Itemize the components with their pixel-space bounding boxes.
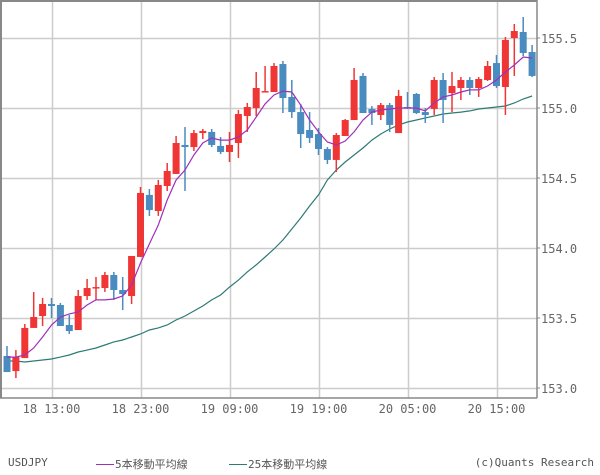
candle-up — [457, 77, 465, 101]
ma25-swatch-icon — [229, 463, 247, 465]
candle-down — [368, 106, 376, 125]
ma-polyline — [7, 56, 533, 358]
candle-up — [92, 276, 100, 300]
legend-ma5-label: 5本移動平均線 — [115, 458, 188, 471]
candle-up — [252, 72, 260, 116]
candle-down — [48, 297, 55, 318]
candle-up — [510, 24, 518, 76]
x-tick-label: 20 15:00 — [468, 402, 526, 416]
ma5-swatch-icon — [96, 463, 114, 465]
symbol-label: USDJPY — [8, 456, 48, 469]
x-tick-label: 18 13:00 — [23, 402, 81, 416]
candle-down — [519, 17, 527, 57]
candle-up — [154, 179, 162, 216]
candlestick-chart: 153.0 153.5 154.0 154.5 155.0 155.5 18 13:00 1… — [0, 0, 577, 416]
candle-up — [243, 102, 251, 132]
candle-down — [119, 276, 127, 311]
candles — [3, 17, 536, 379]
ma-polyline — [7, 95, 533, 363]
candle-up — [226, 131, 233, 163]
legend-ma25: 25本移動平均線 — [229, 456, 327, 472]
candle-up — [12, 350, 20, 379]
candle-up — [332, 133, 340, 172]
x-tick-label: 20 05:00 — [379, 402, 437, 416]
candle-down — [306, 112, 314, 143]
candle-up — [74, 290, 82, 331]
y-tick-label: 153.5 — [541, 312, 577, 326]
candle-up — [270, 63, 278, 93]
y-tick-label: 154.5 — [541, 172, 577, 186]
x-tick-label: 18 23:00 — [112, 402, 170, 416]
x-tick-label: 19 19:00 — [290, 402, 348, 416]
ma5-line — [7, 56, 533, 358]
candle-down — [65, 315, 73, 334]
candle-up — [448, 72, 456, 113]
candle-up — [234, 109, 242, 158]
candle-up — [137, 186, 144, 257]
candle-down — [493, 54, 500, 88]
candle-down — [56, 303, 64, 326]
candle-up — [501, 37, 509, 115]
candle-down — [110, 271, 118, 300]
copyright-credit: (c)Quants Research — [474, 456, 594, 469]
candle-up — [341, 119, 349, 136]
candle-up — [83, 278, 91, 300]
candle-up — [261, 66, 269, 93]
y-tick-label: 155.0 — [541, 102, 577, 116]
candle-up — [128, 255, 136, 304]
x-axis-labels: 18 13:00 18 23:00 19 09:00 19 19:00 20 05:00… — [23, 402, 526, 416]
legend-ma5: 5本移動平均線 — [96, 456, 188, 472]
candle-down — [528, 45, 536, 78]
candle-down — [145, 189, 153, 216]
candle-down — [288, 80, 296, 118]
plot-border — [0, 0, 538, 399]
candle-down — [323, 147, 331, 164]
candle-up — [199, 129, 207, 139]
candle-down — [279, 60, 287, 114]
candle-down — [439, 73, 447, 123]
candle-down — [404, 92, 411, 109]
candle-down — [3, 346, 11, 373]
candle-up — [484, 60, 492, 81]
candle-down — [359, 73, 367, 114]
candle-down — [181, 127, 189, 192]
x-tick-label: 19 09:00 — [201, 402, 259, 416]
candle-up — [190, 129, 198, 151]
candle-up — [475, 77, 483, 97]
ma25-line — [7, 95, 533, 363]
chart-footer: USDJPY 5本移動平均線 25本移動平均線 (c)Quants Resear… — [0, 452, 600, 472]
y-axis-labels: 153.0 153.5 154.0 154.5 155.0 155.5 — [537, 32, 577, 396]
candle-up — [172, 136, 180, 174]
candle-up — [101, 271, 109, 292]
candle-up — [350, 67, 358, 121]
y-tick-label: 154.0 — [541, 242, 577, 256]
y-tick-label: 155.5 — [541, 32, 577, 46]
candle-up — [21, 324, 29, 359]
candle-down — [412, 93, 420, 115]
candle-down — [466, 77, 474, 95]
legend-ma25-label: 25本移動平均線 — [248, 458, 328, 471]
candle-down — [297, 103, 305, 149]
grid-lines — [0, 0, 537, 398]
candle-up — [163, 163, 171, 192]
y-tick-label: 153.0 — [541, 382, 577, 396]
candle-down — [386, 102, 394, 132]
candle-up — [377, 102, 385, 121]
candle-up — [30, 291, 38, 328]
candle-up — [430, 77, 438, 115]
candle-up — [395, 89, 403, 134]
candle-up — [39, 297, 47, 326]
